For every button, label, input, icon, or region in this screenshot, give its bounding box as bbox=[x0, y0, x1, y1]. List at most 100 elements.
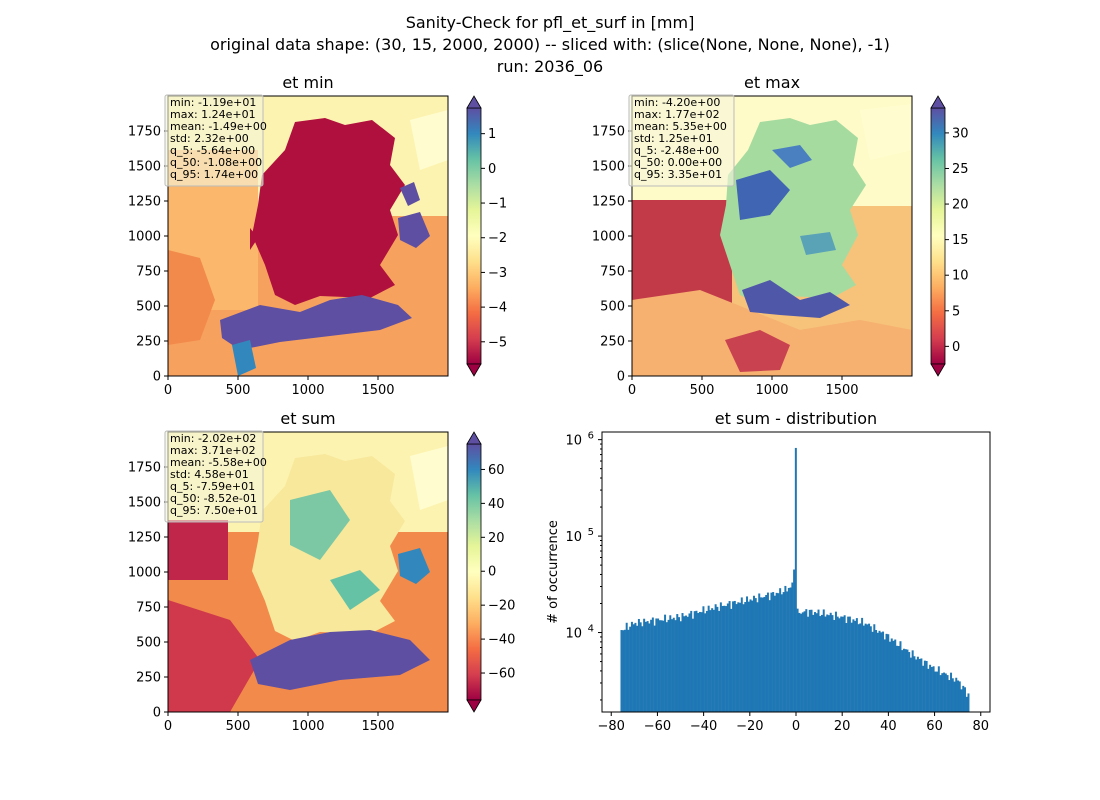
histogram-bar bbox=[943, 672, 946, 712]
histogram-bar bbox=[955, 677, 958, 712]
stats-line: q_95: 3.35e+01 bbox=[634, 168, 722, 181]
histogram-bar bbox=[843, 615, 846, 712]
y-tick-label: 1000 bbox=[592, 230, 625, 245]
histogram-bar bbox=[814, 612, 817, 712]
histogram-bar bbox=[899, 641, 902, 712]
x-tick-label: 0 bbox=[628, 383, 636, 398]
y-tick-label: 10 bbox=[565, 627, 582, 642]
colorbar-tick-label: 20 bbox=[488, 531, 505, 546]
histogram-bar bbox=[815, 613, 818, 712]
histogram-bar bbox=[655, 618, 658, 712]
x-tick-label: 0 bbox=[164, 383, 172, 398]
y-tick-label: 500 bbox=[136, 300, 161, 315]
histogram-bar bbox=[646, 621, 649, 712]
histogram-bar bbox=[941, 673, 944, 712]
histogram-bar bbox=[787, 587, 790, 712]
stats-line: std: 2.32e+00 bbox=[170, 132, 249, 145]
figure-suptitle-line-2: original data shape: (30, 15, 2000, 2000… bbox=[210, 35, 890, 54]
histogram-bar bbox=[691, 618, 694, 712]
histogram-bar bbox=[868, 623, 871, 712]
colorbar-tick-label: 10 bbox=[952, 269, 969, 284]
histogram-bar bbox=[702, 606, 705, 712]
histogram-bar bbox=[777, 593, 780, 712]
y-tick-label: 1500 bbox=[128, 160, 161, 175]
histogram-bar bbox=[918, 658, 921, 712]
histogram-bar bbox=[630, 621, 633, 712]
histogram-bar bbox=[960, 689, 963, 712]
histogram-bar bbox=[749, 599, 752, 712]
histogram-bar bbox=[636, 625, 639, 712]
histogram-bar bbox=[833, 619, 836, 712]
histogram-bar bbox=[836, 616, 839, 712]
colorbar-tick-label: −4 bbox=[488, 301, 507, 316]
x-tick-label: −60 bbox=[644, 719, 671, 734]
stats-line: min: -4.20e+00 bbox=[634, 96, 720, 109]
histogram-bar bbox=[641, 626, 644, 712]
stats-line: q_5: -2.48e+00 bbox=[634, 144, 719, 157]
y-tick-label: 0 bbox=[617, 370, 625, 385]
y-tick-label: 1250 bbox=[128, 195, 161, 210]
histogram-bar bbox=[925, 660, 928, 712]
colorbar-tick-label: 0 bbox=[952, 340, 960, 355]
histogram-bar bbox=[726, 603, 729, 712]
histogram-bar bbox=[946, 675, 949, 712]
histogram-bar bbox=[765, 595, 768, 712]
histogram-bar bbox=[711, 608, 714, 712]
histogram-bar bbox=[932, 666, 935, 712]
histogram-bar bbox=[759, 597, 762, 712]
histogram-bar bbox=[794, 447, 797, 712]
axes-frame bbox=[631, 95, 913, 377]
stats-box: min: -2.02e+02 max: 3.71e+02 mean: -5.58… bbox=[164, 430, 267, 523]
colorbar-tick-label: −40 bbox=[488, 633, 515, 648]
y-tick-label: 250 bbox=[600, 335, 625, 350]
x-tick-label: 60 bbox=[926, 719, 943, 734]
histogram-bar bbox=[930, 666, 933, 712]
histogram-bar bbox=[747, 601, 750, 712]
stats-line: max: 1.24e+01 bbox=[170, 108, 256, 121]
y-tick-label: 750 bbox=[600, 265, 625, 280]
x-tick-label: 40 bbox=[880, 719, 897, 734]
histogram-bar bbox=[728, 601, 731, 712]
histogram-bar bbox=[761, 597, 764, 712]
histogram-bar bbox=[801, 612, 804, 712]
histogram-bar bbox=[962, 685, 965, 712]
histogram-bar bbox=[674, 620, 677, 712]
histogram-bar bbox=[812, 614, 815, 712]
histogram-bar bbox=[721, 605, 724, 712]
histogram-bar bbox=[852, 619, 855, 712]
histogram-bar bbox=[784, 585, 787, 712]
histogram-bar bbox=[789, 587, 792, 712]
histogram-bar bbox=[869, 626, 872, 712]
histogram-bar bbox=[847, 616, 850, 712]
histogram-bar bbox=[913, 656, 916, 712]
stats-line: mean: -1.49e+00 bbox=[170, 120, 267, 133]
histogram-bar bbox=[895, 645, 898, 712]
histogram-bar bbox=[739, 602, 742, 712]
y-tick-label: 500 bbox=[136, 636, 161, 651]
histogram-bar bbox=[889, 641, 891, 712]
y-axis: 10 4 10 5 10 6 bbox=[565, 431, 602, 701]
colorbar-tick-label: −60 bbox=[488, 667, 515, 682]
y-tick-label: 500 bbox=[600, 300, 625, 315]
colorbar: 0 5 10 15 20 25 30 bbox=[930, 95, 969, 377]
y-axis: 0 250 500 750 1000 1250 1500 1750 bbox=[592, 125, 632, 385]
y-tick-label: 1500 bbox=[592, 160, 625, 175]
x-tick-label: 0 bbox=[164, 719, 172, 734]
histogram-bar bbox=[637, 618, 640, 712]
stats-line: min: -2.02e+02 bbox=[170, 432, 256, 445]
histogram-bar bbox=[768, 600, 771, 712]
histogram-bar bbox=[622, 630, 625, 712]
histogram-bar bbox=[861, 617, 864, 712]
histogram-bar bbox=[908, 652, 911, 712]
histogram-bar bbox=[862, 625, 865, 712]
histogram-bar bbox=[834, 611, 837, 712]
histogram-bar bbox=[686, 616, 689, 712]
stats-box: min: -1.19e+01 max: 1.24e+01 mean: -1.49… bbox=[164, 94, 267, 187]
histogram-bar bbox=[657, 618, 660, 712]
x-axis: 0 500 1000 1500 bbox=[164, 376, 395, 398]
histogram-bar bbox=[855, 618, 858, 712]
histogram-bar bbox=[848, 616, 851, 712]
histogram-bar bbox=[963, 687, 966, 712]
histogram-bar bbox=[922, 665, 925, 712]
